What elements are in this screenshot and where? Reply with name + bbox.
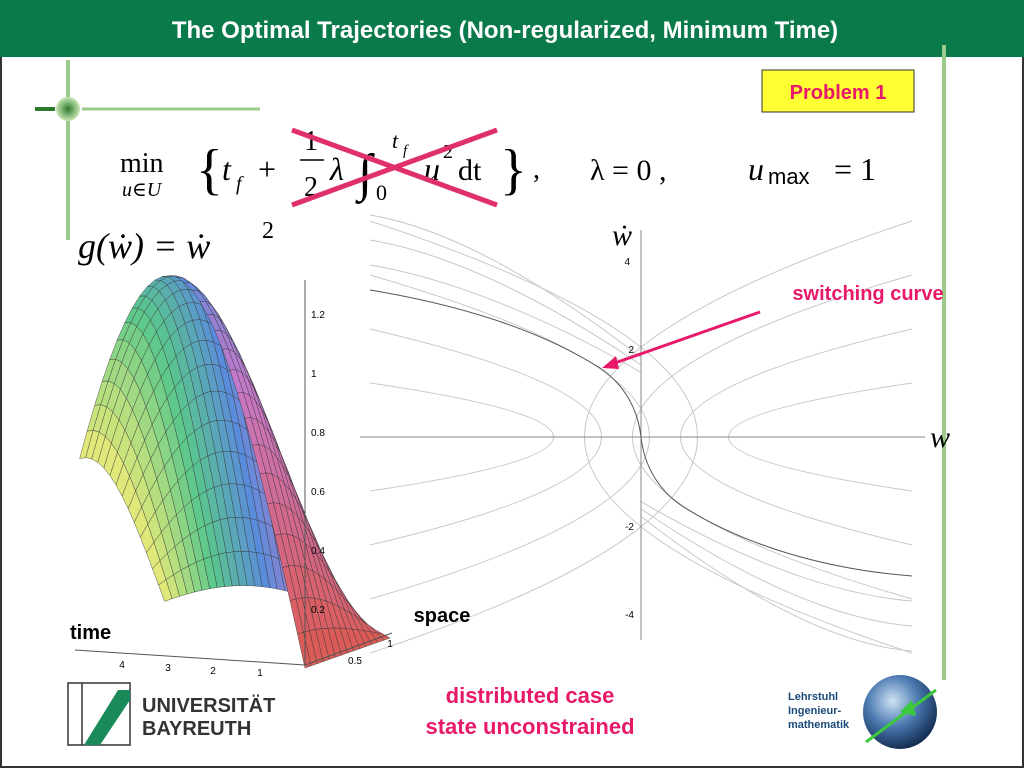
space-label: space <box>414 605 471 627</box>
caption: state unconstrained <box>425 714 634 739</box>
formula-part: u <box>748 151 764 187</box>
formula-part: λ <box>329 151 344 187</box>
z-tick-label: 0.4 <box>311 546 325 557</box>
arrow-head <box>602 356 619 369</box>
formula-part: u∈U <box>122 179 163 201</box>
time-tick-label: 1 <box>257 668 263 679</box>
deco-dot <box>56 97 80 121</box>
time-label: time <box>70 622 111 644</box>
z-tick-label: 1.2 <box>311 310 325 321</box>
switching-curve <box>369 289 913 577</box>
y-tick-label: -4 <box>625 610 634 621</box>
trajectory <box>640 508 913 627</box>
globe-star <box>900 700 916 716</box>
formula-part: + <box>258 151 276 187</box>
university-name: UNIVERSITÄT <box>142 694 275 717</box>
formula-part: } <box>500 139 527 201</box>
trajectories <box>369 214 913 654</box>
title-bar <box>0 0 1024 57</box>
chair-name: mathematik <box>788 719 850 731</box>
formula-part: = 1 <box>834 151 876 187</box>
formula-part: max <box>768 164 810 189</box>
z-tick-label: 0.6 <box>311 487 325 498</box>
title: The Optimal Trajectories (Non-regularize… <box>172 17 838 44</box>
caption: distributed case <box>446 683 615 708</box>
chair-name: Lehrstuhl <box>788 691 838 703</box>
formula-part: λ = 0 , <box>590 154 666 187</box>
arrow <box>611 310 761 366</box>
space-tick-label: 0.5 <box>348 656 362 667</box>
university-name: BAYREUTH <box>142 718 251 740</box>
formula-part: dt <box>458 154 482 187</box>
university-logo: UNIVERSITÄT BAYREUTH <box>67 682 275 746</box>
time-tick-label: 2 <box>210 666 216 677</box>
chair-name: Ingenieur- <box>788 705 842 717</box>
phase-plot: 4 2 -2 -4 ẇ w switching curve <box>360 214 950 654</box>
cost: g(ẇ) = ẇ <box>78 226 210 266</box>
formula-part: { <box>196 139 223 201</box>
z-tick-label: 0.2 <box>311 605 325 616</box>
formula-part: 2 <box>443 141 453 163</box>
chair-logo: Lehrstuhl Ingenieur- mathematik <box>788 675 937 749</box>
formula-part: 0 <box>376 180 387 205</box>
time-tick-label: 3 <box>165 663 171 674</box>
trajectory <box>369 214 642 358</box>
formula-part: 1 <box>304 126 318 157</box>
space-axis <box>304 632 393 666</box>
trajectory <box>369 264 642 373</box>
z-tick-label: 0.8 <box>311 428 325 439</box>
y-tick-label: 4 <box>624 257 630 268</box>
annotation: switching curve <box>792 283 943 305</box>
formula-part: f <box>236 173 244 195</box>
y-tick-label: -2 <box>625 522 634 533</box>
z-tick-label: 1 <box>311 369 317 380</box>
x-axis-label: w <box>930 421 950 454</box>
surface-plot <box>79 275 391 669</box>
time-tick-label: 4 <box>119 660 125 671</box>
formula-part: min <box>120 148 164 179</box>
y-axis-label: ẇ <box>612 219 632 252</box>
space-tick-label: 1 <box>387 639 393 650</box>
globe-line <box>865 688 937 744</box>
trajectory <box>640 516 913 652</box>
surface-axes: 1.2 1 0.8 0.6 0.4 0.2 4 3 2 1 0.5 1 time… <box>70 280 470 679</box>
y-tick-label: 2 <box>628 345 634 356</box>
logo-stripe <box>84 690 130 745</box>
formula-part: t <box>392 128 399 153</box>
formula: min u∈U { t f + 1 2 λ ∫ t f 0 u 2 dt } ,… <box>78 126 876 266</box>
trajectory <box>369 239 642 366</box>
cost-exponent: 2 <box>262 218 274 244</box>
time-axis <box>74 649 306 666</box>
formula-part: f <box>403 143 409 159</box>
formula-part: t <box>222 151 232 187</box>
strike <box>291 127 498 208</box>
badge: Problem 1 <box>790 82 887 104</box>
badge-box <box>761 69 915 113</box>
formula-part: , <box>533 154 540 185</box>
trajectory <box>640 501 913 602</box>
